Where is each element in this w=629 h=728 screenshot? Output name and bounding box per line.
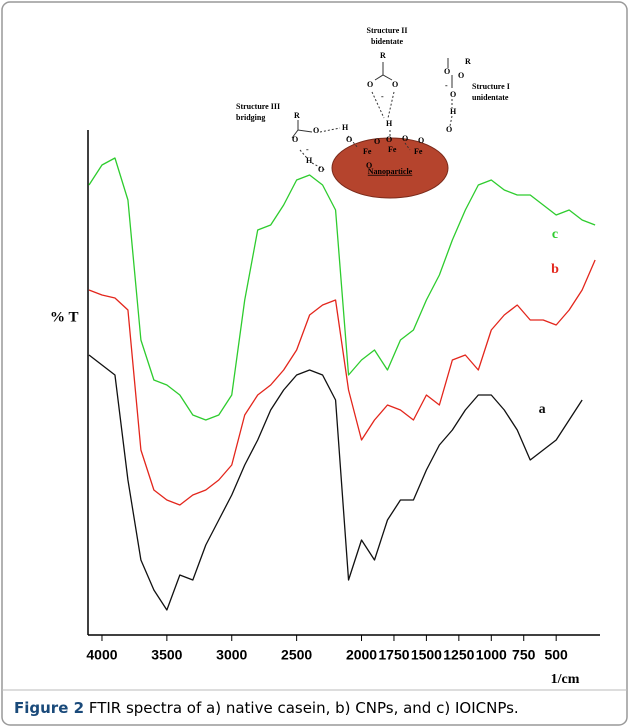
atom: O: [402, 134, 408, 143]
structure-label: Structure I: [472, 82, 510, 91]
atom: Fe: [363, 147, 372, 156]
structure-label: Structure III: [236, 102, 280, 111]
series-label: c: [552, 227, 558, 242]
x-tick-label: 1250: [443, 647, 474, 663]
x-tick-label: 1500: [411, 647, 442, 663]
atom: O: [318, 165, 324, 174]
atom: O: [292, 135, 298, 144]
atom: -: [381, 92, 384, 101]
atom: O: [366, 161, 372, 170]
atom: H: [306, 156, 313, 165]
x-tick-label: 1000: [476, 647, 507, 663]
y-axis-label: % T: [50, 309, 78, 325]
atom: O: [418, 136, 424, 145]
atom: H: [386, 119, 393, 128]
atom: O: [367, 80, 373, 89]
structure-label: Structure II: [367, 26, 408, 35]
atom: O: [346, 135, 352, 144]
atom: R: [380, 51, 386, 60]
caption-label: Figure 2: [14, 699, 84, 717]
x-tick-label: 1750: [378, 647, 409, 663]
atom: O: [392, 80, 398, 89]
atom: -: [306, 145, 309, 154]
series-label: b: [551, 262, 559, 277]
atom: -: [445, 81, 448, 90]
x-tick-label: 4000: [86, 647, 117, 663]
figure: % T 1/cm 4000 3500 3000 2500 200017501500125…: [0, 0, 629, 728]
x-tick-label: 2000: [346, 647, 377, 663]
atom: O: [450, 90, 456, 99]
atom: R: [465, 57, 471, 66]
frame: [2, 2, 627, 725]
atom: Fe: [388, 145, 397, 154]
structure-label: unidentate: [472, 93, 509, 102]
atom: R: [294, 111, 300, 120]
caption: Figure 2 FTIR spectra of a) native casei…: [14, 699, 519, 717]
structure-label: bridging: [236, 113, 265, 122]
x-tick-label: 3500: [151, 647, 182, 663]
x-axis-label: 1/cm: [551, 672, 580, 687]
x-tick-label: 3000: [216, 647, 247, 663]
particle-label: Nanoparticle: [368, 167, 413, 176]
x-tick-label: 2500: [281, 647, 312, 663]
atom: O: [386, 135, 392, 144]
x-tick-label: 750: [512, 647, 536, 663]
atom: O: [374, 137, 380, 146]
atom: O: [313, 126, 319, 135]
atom: H: [450, 107, 457, 116]
caption-text: FTIR spectra of a) native casein, b) CNP…: [89, 699, 519, 717]
x-tick-label: 500: [544, 647, 568, 663]
series-label: a: [539, 402, 546, 417]
atom: O: [444, 67, 450, 76]
atom: O: [458, 71, 464, 80]
atom: H: [342, 123, 349, 132]
structure-label: bidentate: [371, 37, 403, 46]
atom: O: [446, 125, 452, 134]
atom: Fe: [414, 147, 423, 156]
